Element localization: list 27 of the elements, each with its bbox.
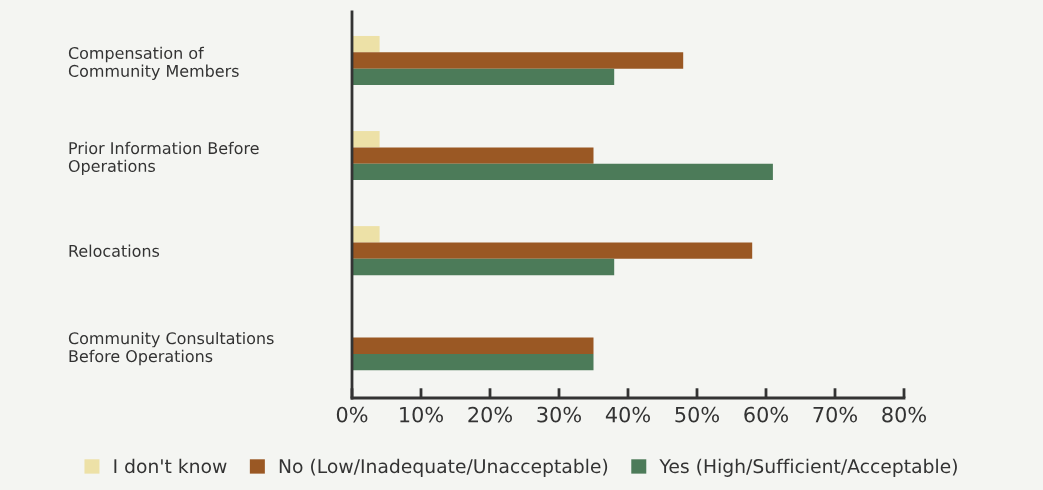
bar	[352, 226, 380, 243]
x-tick-label: 0%	[336, 406, 368, 423]
bar	[352, 258, 615, 276]
legend-label: Yes (High/Sufficient/Acceptable)	[659, 458, 957, 477]
x-tick-label: 70%	[813, 406, 857, 423]
x-tick-label: 60%	[744, 406, 788, 423]
y-tick-label: Compensation of Community Members	[68, 46, 239, 81]
bar	[352, 52, 684, 69]
x-tick-label: 50%	[675, 406, 719, 423]
bar	[352, 353, 594, 371]
bar	[352, 131, 380, 148]
bar	[352, 35, 380, 53]
x-tick-label: 10%	[400, 406, 443, 423]
legend-label: I don't know	[114, 458, 227, 474]
bar	[352, 147, 594, 164]
x-tick-label: 30%	[537, 406, 581, 423]
y-tick-label: Community Consultations Before Operations	[68, 331, 274, 366]
bar	[352, 337, 594, 354]
x-tick-label: 40%	[605, 406, 650, 423]
x-tick-label: 80%	[882, 406, 926, 423]
bar	[352, 242, 753, 259]
x-tick-label: 20%	[468, 406, 512, 423]
y-tick-label: Prior Information Before Operations	[68, 141, 259, 176]
legend-label: No (Low/Inadequate/Unacceptable)	[279, 458, 608, 477]
y-tick-label: Relocations	[69, 244, 160, 257]
bar	[352, 68, 615, 86]
bar	[352, 163, 773, 181]
